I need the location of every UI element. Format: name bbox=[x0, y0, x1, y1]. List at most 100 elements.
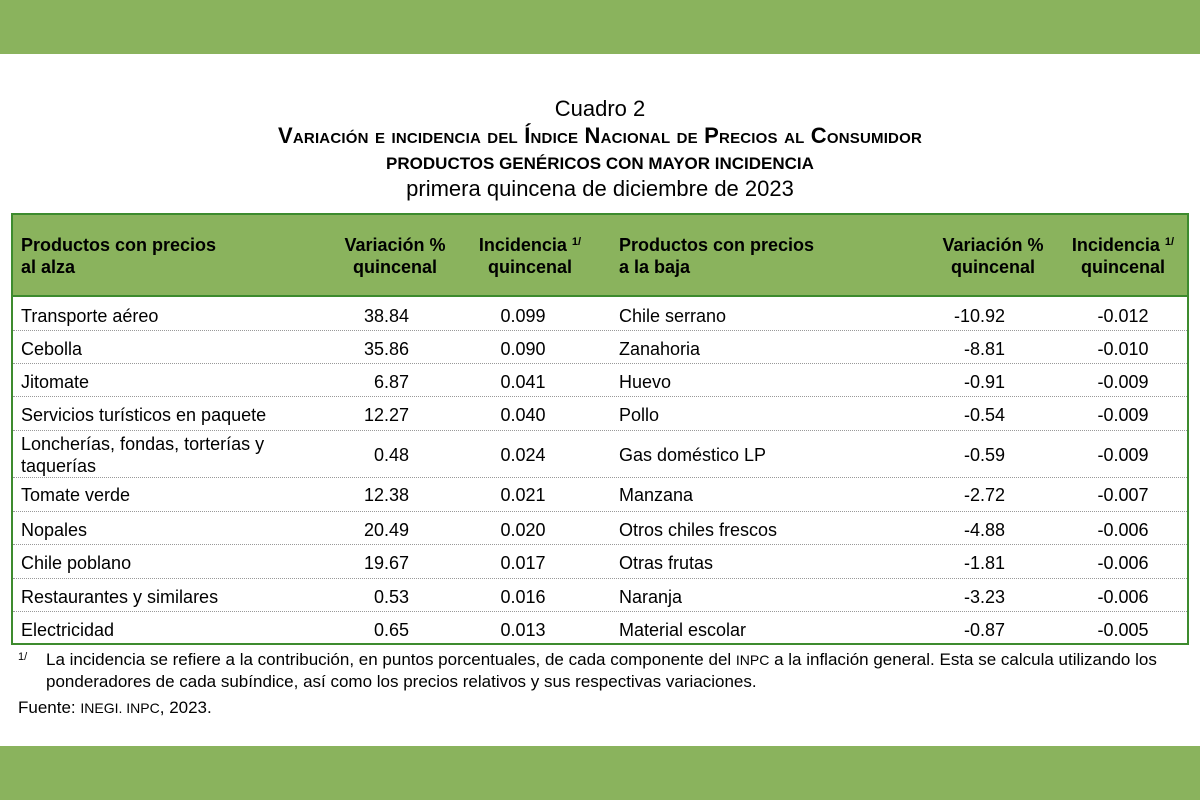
table-row: Jitomate 6.87 0.041 Huevo -0.91 -0.009 bbox=[13, 364, 1187, 397]
incidencia-baja: -0.009 bbox=[1097, 372, 1149, 392]
product-alza: Tomate verde bbox=[21, 485, 131, 505]
variacion-baja: -0.59 bbox=[963, 445, 1005, 465]
source-line: Fuente: INEGI. INPC, 2023. bbox=[18, 697, 212, 719]
product-alza: Servicios turísticos en paquete bbox=[21, 405, 267, 425]
table-row: Restaurantes y similares 0.53 0.016 Nara… bbox=[13, 579, 1187, 612]
footnote-text: La incidencia se refiere a la contribuci… bbox=[46, 649, 1188, 693]
incidencia-baja: -0.012 bbox=[1097, 306, 1149, 326]
footnote-inpc: INPC bbox=[735, 652, 770, 668]
header-variacion-baja: Variación % quincenal bbox=[923, 234, 1063, 278]
incidencia-alza: 0.041 bbox=[500, 372, 546, 392]
product-baja: Zanahoria bbox=[619, 339, 701, 359]
product-alza: Chile poblano bbox=[21, 553, 132, 573]
variacion-baja: -3.23 bbox=[963, 587, 1005, 607]
footnote-marker: 1/ bbox=[18, 651, 28, 663]
product-baja: Huevo bbox=[619, 372, 672, 392]
product-alza: Transporte aéreo bbox=[21, 306, 159, 326]
source-year: , 2023. bbox=[159, 698, 212, 717]
header-baja: Productos con precios a la baja bbox=[619, 234, 909, 278]
product-baja: Manzana bbox=[619, 485, 694, 505]
source-label: Fuente: bbox=[18, 698, 76, 717]
incidencia-baja: -0.006 bbox=[1097, 587, 1149, 607]
table-row: Loncherías, fondas, torterías y taquería… bbox=[13, 431, 1187, 478]
product-baja: Otros chiles frescos bbox=[619, 520, 778, 540]
variacion-alza: 0.48 bbox=[373, 445, 409, 465]
header-variacion-alza: Variación % quincenal bbox=[325, 234, 465, 278]
variacion-alza: 0.65 bbox=[373, 620, 409, 640]
variacion-alza: 35.86 bbox=[363, 339, 409, 359]
table-row: Electricidad 0.65 0.013 Material escolar… bbox=[13, 612, 1187, 643]
variacion-baja: -8.81 bbox=[963, 339, 1005, 359]
product-alza: Cebolla bbox=[21, 339, 83, 359]
footnote-ref: 1/ bbox=[571, 236, 582, 248]
product-baja: Naranja bbox=[619, 587, 683, 607]
footnote: 1/ La incidencia se refiere a la contrib… bbox=[18, 649, 1188, 693]
header-var-line1: Variación % bbox=[344, 235, 446, 255]
incidencia-alza: 0.016 bbox=[500, 587, 546, 607]
product-baja: Gas doméstico LP bbox=[619, 445, 767, 465]
variacion-alza: 0.53 bbox=[373, 587, 409, 607]
variacion-alza: 20.49 bbox=[363, 520, 409, 540]
product-alza: Loncherías, fondas, torterías y taquería… bbox=[21, 434, 265, 476]
incidencia-baja: -0.005 bbox=[1097, 620, 1149, 640]
product-baja: Material escolar bbox=[619, 620, 747, 640]
header-baja-line2: a la baja bbox=[619, 257, 691, 277]
footnote-text-a: La incidencia se refiere a la contribuci… bbox=[46, 650, 732, 669]
variacion-alza: 12.38 bbox=[363, 485, 409, 505]
incidencia-baja: -0.009 bbox=[1097, 405, 1149, 425]
product-baja: Chile serrano bbox=[619, 306, 727, 326]
header-alza-line2: al alza bbox=[21, 257, 76, 277]
header-inc2-line1: Incidencia 1/ bbox=[1071, 235, 1175, 255]
subtitle: PRODUCTOS GENÉRICOS CON MAYOR INCIDENCIA bbox=[386, 154, 814, 173]
header-incidencia-baja: Incidencia 1/ quincenal bbox=[1053, 234, 1193, 278]
product-baja: Pollo bbox=[619, 405, 660, 425]
incidencia-alza: 0.013 bbox=[500, 620, 546, 640]
incidencia-baja: -0.010 bbox=[1097, 339, 1149, 359]
period: primera quincena de diciembre de 2023 bbox=[406, 176, 794, 201]
product-alza: Jitomate bbox=[21, 372, 90, 392]
table-row: Tomate verde 12.38 0.021 Manzana -2.72 -… bbox=[13, 478, 1187, 512]
header-incidencia-alza: Incidencia 1/ quincenal bbox=[460, 234, 600, 278]
incidencia-alza: 0.099 bbox=[500, 306, 546, 326]
variacion-alza: 12.27 bbox=[363, 405, 409, 425]
variacion-baja: -0.87 bbox=[963, 620, 1005, 640]
table-titles: Cuadro 2 Variación e incidencia del Índi… bbox=[0, 96, 1200, 202]
header-baja-line1: Productos con precios bbox=[619, 235, 815, 255]
source-name: INEGI. INPC bbox=[80, 700, 160, 716]
header-var-line2: quincenal bbox=[352, 257, 437, 277]
incidencia-alza: 0.021 bbox=[500, 485, 546, 505]
table-row: Chile poblano 19.67 0.017 Otras frutas -… bbox=[13, 545, 1187, 579]
footnote-text-b: a la inflación general. Esta se calcula … bbox=[46, 650, 1157, 691]
incidencia-alza: 0.024 bbox=[500, 445, 546, 465]
variacion-baja: -2.72 bbox=[963, 485, 1005, 505]
header-inc2-line2: quincenal bbox=[1080, 257, 1165, 277]
incidencia-baja: -0.007 bbox=[1097, 485, 1149, 505]
header-inc-line1: Incidencia 1/ bbox=[478, 235, 582, 255]
header-alza-line1: Productos con precios bbox=[21, 235, 217, 255]
variacion-baja: -1.81 bbox=[963, 553, 1005, 573]
variacion-baja: -0.54 bbox=[963, 405, 1005, 425]
price-table: Productos con precios al alza Variación … bbox=[11, 213, 1189, 645]
variacion-baja: -10.92 bbox=[953, 306, 1005, 326]
incidencia-baja: -0.009 bbox=[1097, 445, 1149, 465]
variacion-baja: -0.91 bbox=[963, 372, 1005, 392]
table-row: Transporte aéreo 38.84 0.099 Chile serra… bbox=[13, 297, 1187, 331]
header-var2-line1: Variación % bbox=[942, 235, 1044, 255]
incidencia-alza: 0.017 bbox=[500, 553, 546, 573]
header-inc-line2: quincenal bbox=[487, 257, 572, 277]
bottom-green-band bbox=[0, 746, 1200, 800]
table-row: Cebolla 35.86 0.090 Zanahoria -8.81 -0.0… bbox=[13, 331, 1187, 364]
incidencia-alza: 0.040 bbox=[500, 405, 546, 425]
table-header: Productos con precios al alza Variación … bbox=[13, 215, 1187, 297]
footnote-ref-2: 1/ bbox=[1164, 236, 1175, 248]
variacion-alza: 6.87 bbox=[373, 372, 409, 392]
incidencia-alza: 0.020 bbox=[500, 520, 546, 540]
top-green-band bbox=[0, 0, 1200, 54]
product-alza: Electricidad bbox=[21, 620, 115, 640]
main-title: Variación e incidencia del Índice Nacion… bbox=[278, 123, 922, 148]
cuadro-number: Cuadro 2 bbox=[554, 96, 646, 121]
incidencia-alza: 0.090 bbox=[500, 339, 546, 359]
header-alza: Productos con precios al alza bbox=[21, 234, 311, 278]
variacion-baja: -4.88 bbox=[963, 520, 1005, 540]
variacion-alza: 19.67 bbox=[363, 553, 409, 573]
